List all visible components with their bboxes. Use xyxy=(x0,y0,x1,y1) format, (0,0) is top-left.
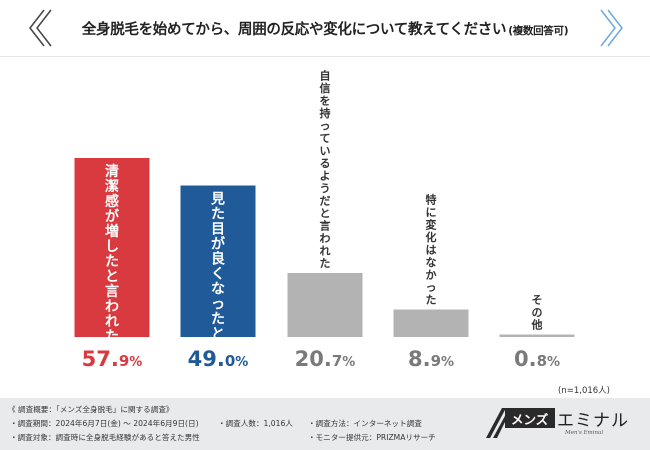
value-label-3: 20.7% xyxy=(295,347,356,371)
bar-3 xyxy=(287,273,363,337)
category-label-1: 清潔感が増したと言われた xyxy=(105,163,120,345)
category-label-5: その他 xyxy=(531,294,543,332)
logo-tagline: Men's Eminal xyxy=(565,430,604,436)
header-divider xyxy=(0,56,650,57)
bar-5 xyxy=(499,334,575,338)
category-label-4: 特に変化はなかった xyxy=(426,192,437,306)
left-chevron-icon xyxy=(29,9,52,47)
logo-mens: メンズ xyxy=(511,412,549,427)
header: 全身脱毛を始めてから、周囲の反応や変化について教えてください (複数回答可) xyxy=(0,0,650,62)
bar-4 xyxy=(393,309,469,337)
chart-title-main: 全身脱毛を始めてから、周囲の反応や変化について教えてください xyxy=(81,22,507,38)
category-label-3: 自信を持っているようだと言われた xyxy=(320,69,331,271)
logo-eminal: エミナル xyxy=(557,411,629,431)
category-label-2: 見た目が良くなったと言われた xyxy=(210,192,226,385)
value-label-2: 49.0% xyxy=(188,347,249,371)
bar-chart: 清潔感が増したと言われた 57.9% 見た目が良くなったと言われた49.0% 自信を持… xyxy=(74,69,575,385)
right-chevron-icon xyxy=(600,9,623,47)
logo-badge xyxy=(505,408,555,428)
chart-title-sub: (複数回答可) xyxy=(508,25,569,37)
value-label-5: 0.8% xyxy=(514,347,560,371)
sample-size-note: (n=1,016人) xyxy=(558,386,610,396)
survey-count: ・調査人数：1,016人 xyxy=(218,419,293,428)
logo-mark-icon xyxy=(486,408,506,438)
survey-provider: ・モニター提供元：PRIZMAリサーチ xyxy=(308,433,436,442)
survey-overview: 《 調査概要：「メンズ全身脱毛」に関する調査》 xyxy=(8,405,174,414)
survey-period: ・調査期間：2024年6月7日(金) ～ 2024年6月9日(日) xyxy=(10,419,199,428)
survey-target: ・調査対象：調査時に全身脱毛経験があると答えた男性 xyxy=(10,433,200,442)
bar-1 xyxy=(74,158,150,337)
value-label-1: 57.9% xyxy=(82,347,143,371)
bar-2 xyxy=(180,185,256,337)
survey-method: ・調査方法：インターネット調査 xyxy=(308,419,422,428)
value-label-4: 8.9% xyxy=(408,347,454,371)
chart-title: 全身脱毛を始めてから、周囲の反応や変化について教えてください (複数回答可) xyxy=(45,18,605,39)
